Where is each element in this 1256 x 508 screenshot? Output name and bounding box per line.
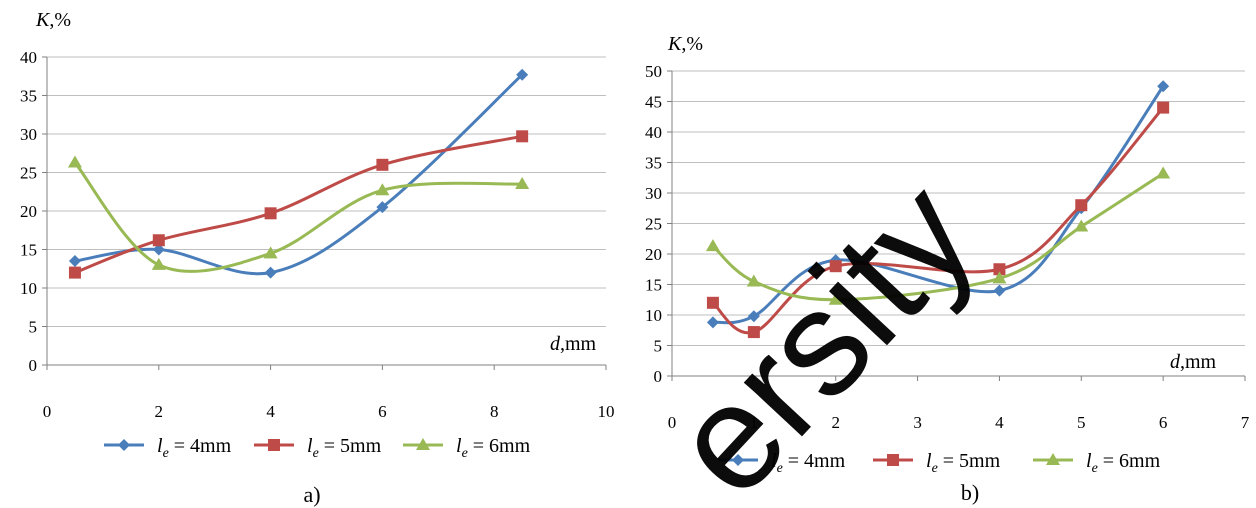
y-tick-label: 5 [654,337,663,356]
x-axis-label: d,mm [550,333,597,355]
x-axis-label: d,mm [1170,351,1217,373]
x-tick-label: 6 [378,402,387,421]
series-line-3 [73,161,523,273]
y-tick-label: 30 [645,184,662,203]
y-tick-label: 25 [20,164,37,183]
data-point [992,271,1007,284]
data-point [151,257,166,270]
data-point [376,201,389,214]
x-tick-label: 10 [598,402,615,421]
legend-marker [887,454,899,466]
data-point [828,292,843,305]
y-tick-label: 5 [29,318,38,337]
data-point [68,266,81,279]
data-point [706,316,719,329]
data-point [747,326,760,339]
x-tick-label: 4 [266,402,275,421]
y-tick-label: 15 [645,276,662,295]
y-tick-label: 20 [645,245,662,264]
data-point [375,183,390,196]
y-tick-label: 45 [645,93,662,112]
data-point [1157,80,1170,93]
legend-label: le = 6mm [1086,450,1161,476]
y-tick-label: 40 [20,48,37,67]
y-tick-label: 0 [654,367,663,386]
data-point [152,243,165,256]
data-point [1074,219,1089,232]
panel-label: b) [961,480,979,505]
x-tick-label: 5 [1077,413,1086,432]
data-point [1157,101,1170,114]
data-point [746,274,761,287]
x-tick-label: 6 [1159,413,1168,432]
y-tick-label: 40 [645,123,662,142]
y-tick-label: 25 [645,215,662,234]
legend-marker [268,439,280,451]
legend-label: le = 5mm [307,435,382,461]
legend-marker [118,439,130,451]
data-point [67,155,82,168]
x-tick-label: 8 [490,402,499,421]
x-tick-label: 1 [750,413,759,432]
data-point [706,296,719,309]
data-point [264,266,277,279]
data-point [516,68,529,81]
y-axis-label: K,% [35,9,71,31]
chart-a: 0 5 10 15 20 25 30 35 40 0 2 4 6 8 10 K,% d,mm le = 4mm le… [20,9,615,507]
data-point [705,239,720,252]
y-tick-label: 15 [20,241,37,260]
legend-label: le = 5mm [926,450,1001,476]
y-axis-label: K,% [667,33,703,55]
legend-label: le = 4mm [157,435,232,461]
x-tick-label: 0 [43,402,52,421]
legend-label: le = 4mm [771,450,846,476]
series-line-1 [74,73,524,276]
panel-label: a) [303,482,320,507]
x-tick-label: 2 [831,413,840,432]
legend-label: le = 6mm [456,435,531,461]
y-tick-label: 10 [645,306,662,325]
data-point [264,207,277,220]
y-tick-label: 35 [645,154,662,173]
data-point [993,284,1006,297]
x-tick-label: 7 [1241,413,1250,432]
legend-marker [416,438,430,450]
y-tick-label: 50 [645,62,662,81]
data-point [829,260,842,273]
x-tick-label: 3 [913,413,922,432]
data-point [993,263,1006,276]
data-point [1156,166,1171,179]
data-point [376,158,389,171]
legend-marker [1046,453,1060,465]
data-point [152,234,165,247]
legend-marker [732,454,744,466]
data-point [747,310,760,323]
y-tick-label: 30 [20,125,37,144]
y-tick-label: 0 [29,356,38,375]
x-tick-label: 0 [668,413,677,432]
data-point [515,177,530,190]
data-point [68,255,81,268]
data-point [516,130,529,143]
x-tick-label: 4 [995,413,1004,432]
data-point [263,246,278,259]
y-tick-label: 35 [20,87,37,106]
data-point [1075,199,1088,212]
y-tick-label: 10 [20,279,37,298]
x-tick-label: 2 [155,402,164,421]
y-tick-label: 20 [20,202,37,221]
